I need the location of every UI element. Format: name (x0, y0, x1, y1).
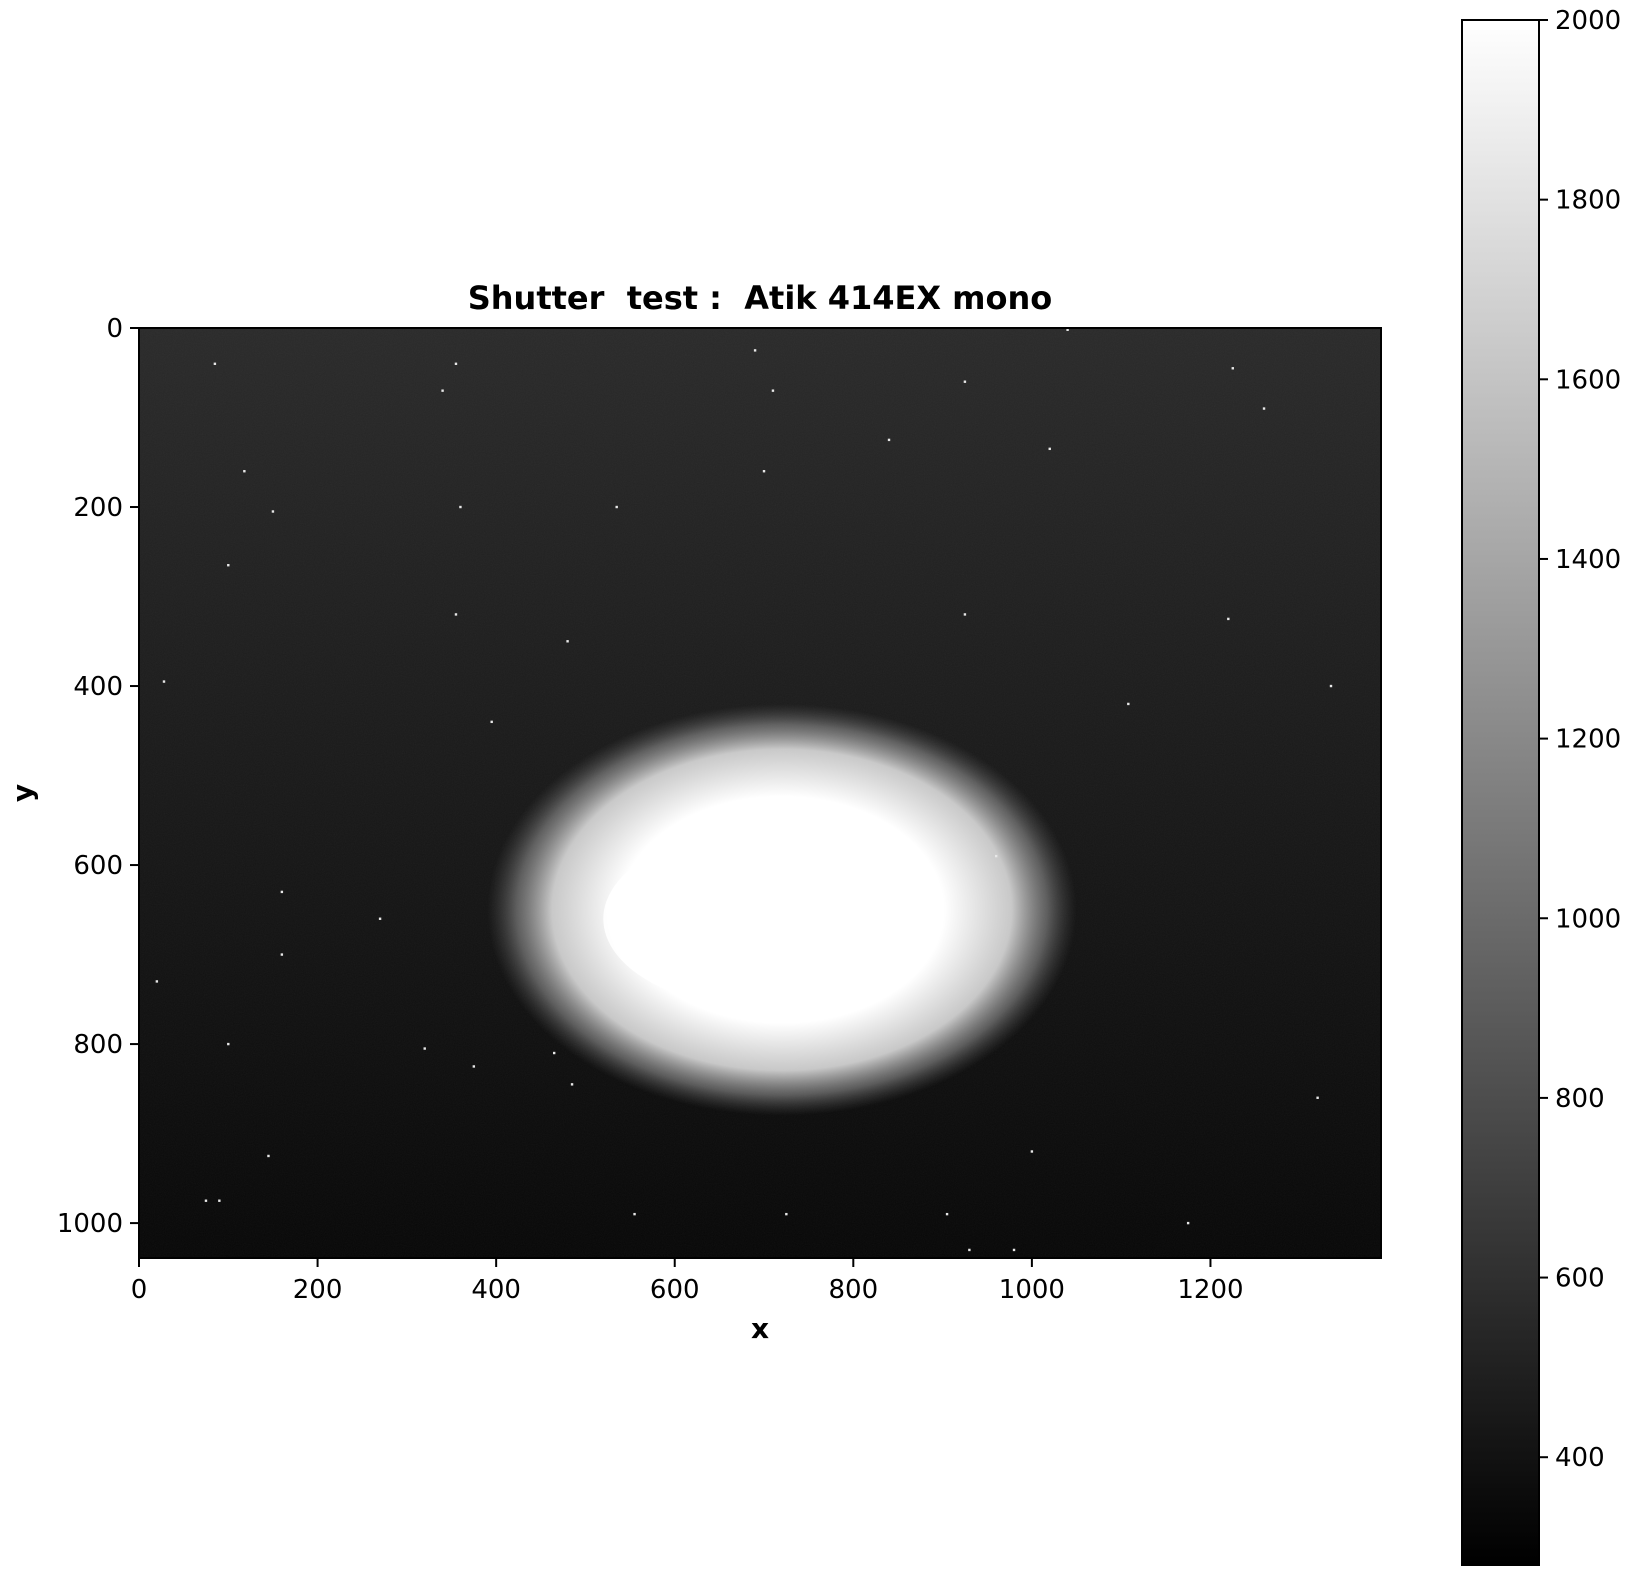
y-tick-label: 1000 (57, 1209, 123, 1239)
hot-pixel (615, 505, 618, 509)
colorbar-tick-label: 2000 (1555, 6, 1621, 36)
colorbar-tick-label: 1200 (1555, 725, 1621, 755)
hot-pixel (423, 1047, 426, 1050)
hot-pixel (633, 1212, 636, 1216)
saturated-core (603, 829, 925, 1009)
hot-pixel (968, 1248, 971, 1252)
hot-pixel (378, 917, 382, 920)
hot-pixel (566, 640, 569, 643)
colorbar-tick-label: 400 (1555, 1443, 1605, 1473)
hot-pixel (963, 380, 967, 383)
y-tick-label: 800 (73, 1030, 123, 1060)
hot-pixel (1316, 1096, 1319, 1099)
hot-pixel (280, 953, 284, 956)
hot-pixel (887, 438, 891, 442)
x-tick-label: 1200 (1177, 1275, 1243, 1305)
hot-pixel (963, 613, 967, 616)
hot-pixels (155, 328, 1333, 1252)
hot-pixel (227, 563, 230, 567)
hot-pixel (785, 1212, 788, 1216)
hot-pixel (227, 1042, 230, 1046)
hot-pixel (753, 349, 757, 352)
y-tick-label: 200 (73, 493, 123, 523)
x-tick-label: 800 (828, 1275, 878, 1305)
hot-pixel (771, 389, 775, 392)
hot-pixel (1127, 702, 1130, 706)
hot-pixel (454, 613, 458, 616)
x-tick-label: 400 (471, 1275, 521, 1305)
hot-pixel (155, 980, 159, 983)
colorbar-tick-label: 1600 (1555, 365, 1621, 395)
x-tick-label: 200 (293, 1275, 343, 1305)
hot-pixel (243, 470, 246, 473)
hot-pixel (267, 1154, 270, 1158)
hot-pixel (1227, 617, 1230, 621)
hot-pixel (552, 1051, 556, 1055)
x-tick-label: 1000 (999, 1275, 1065, 1305)
hot-pixel (1262, 407, 1266, 410)
hot-pixel (1186, 1221, 1190, 1225)
hot-pixel (1066, 328, 1069, 331)
hot-pixel (271, 510, 275, 513)
colorbar-tick-label: 600 (1555, 1264, 1605, 1294)
image-area (139, 328, 1381, 1258)
colorbar-tick-label: 1800 (1555, 186, 1621, 216)
hot-pixel (204, 1199, 208, 1202)
colorbar-tick-label: 1400 (1555, 545, 1621, 575)
hot-pixel (1012, 1248, 1016, 1252)
hot-pixel (490, 720, 493, 724)
hot-pixel (472, 1065, 476, 1068)
colorbar-tick-label: 1000 (1555, 904, 1621, 934)
colorbar-ticks: 400 600 800 1000 1200 1400 1600 1800 2000 (1539, 6, 1621, 1473)
colorbar (1461, 19, 1540, 1566)
chart-title: Shutter test : Atik 414EX mono (468, 279, 1053, 317)
hot-pixel (762, 470, 766, 473)
x-axis-ticks: 0 200 400 600 800 1000 1200 (131, 1258, 1244, 1305)
y-tick-label: 600 (73, 851, 123, 881)
x-axis-label: x (751, 1312, 769, 1345)
colorbar-tick-label: 800 (1555, 1084, 1605, 1114)
hot-pixel (1048, 447, 1051, 451)
x-tick-label: 0 (131, 1275, 148, 1305)
hot-pixel (213, 362, 217, 366)
hot-pixel (441, 389, 444, 392)
hot-pixel (1231, 367, 1234, 370)
hot-pixel (454, 362, 458, 366)
hot-pixel (280, 890, 284, 894)
plot-frame (138, 327, 1382, 1259)
hot-pixel (1030, 1150, 1034, 1153)
x-tick-label: 600 (650, 1275, 700, 1305)
hot-pixel (162, 680, 166, 683)
hot-pixel (1329, 684, 1333, 688)
y-tick-label: 0 (106, 314, 123, 344)
y-axis-ticks: 0 200 400 600 800 1000 (57, 314, 139, 1239)
hot-pixel (994, 854, 998, 858)
y-axis-label: y (6, 784, 39, 802)
hot-pixel (570, 1083, 574, 1086)
y-tick-label: 400 (73, 672, 123, 702)
hot-pixel (218, 1199, 221, 1202)
hot-pixel (945, 1212, 949, 1216)
hot-pixel (459, 505, 462, 509)
